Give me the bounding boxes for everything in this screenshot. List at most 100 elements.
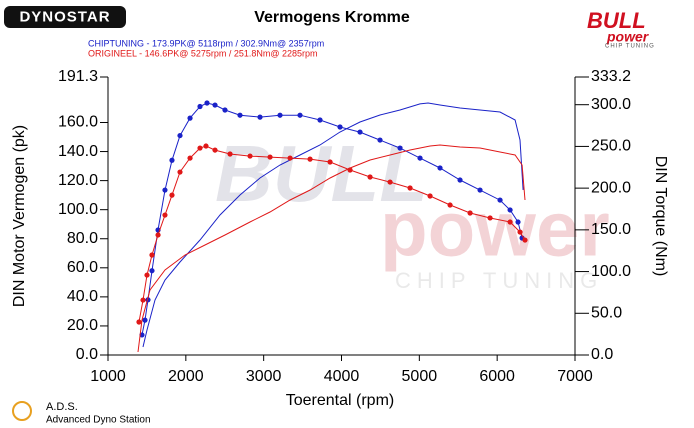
y-tick-label: 160.0 xyxy=(58,114,98,131)
series-marker xyxy=(447,202,453,208)
series-marker xyxy=(337,124,343,130)
series-marker xyxy=(515,219,521,225)
series-marker xyxy=(177,169,183,175)
y-tick-label: 100.0 xyxy=(58,201,98,218)
y2-tick-label: 333.2 xyxy=(591,68,631,85)
x-tick-label: 6000 xyxy=(479,368,515,385)
series-marker xyxy=(212,147,218,153)
y2-tick-label: 100.0 xyxy=(591,263,631,280)
series-marker xyxy=(162,187,168,193)
series-marker xyxy=(522,237,528,243)
y-tick-label: 0.0 xyxy=(76,346,98,363)
series-line xyxy=(142,102,524,348)
series-marker xyxy=(297,112,303,118)
series-marker xyxy=(237,112,243,118)
series-marker xyxy=(287,155,293,161)
x-axis-label: Toerental (rpm) xyxy=(286,392,394,409)
series-marker xyxy=(457,177,463,183)
series-marker xyxy=(203,143,209,149)
x-tick-label: 4000 xyxy=(324,368,360,385)
y-axis-label: DIN Motor Vermogen (pk) xyxy=(11,125,28,307)
series-marker xyxy=(197,145,203,151)
chart-title: Vermogens Kromme xyxy=(254,9,410,26)
y2-tick-label: 200.0 xyxy=(591,179,631,196)
y-tick-label: 191.3 xyxy=(58,68,98,85)
y2-axis-label: DIN Torque (Nm) xyxy=(652,156,669,277)
series-marker xyxy=(367,174,373,180)
y-tick-label: 80.0 xyxy=(67,230,98,247)
series-marker xyxy=(377,137,383,143)
series-marker xyxy=(407,185,413,191)
series-marker xyxy=(467,210,473,216)
y-tick-label: 140.0 xyxy=(58,143,98,160)
series-line xyxy=(137,144,526,353)
series-marker xyxy=(247,153,253,159)
series-marker xyxy=(136,319,142,325)
series-marker xyxy=(507,207,513,213)
brand-tag: CHIP TUNING xyxy=(605,44,655,50)
series-marker xyxy=(169,192,175,198)
x-tick-label: 7000 xyxy=(557,368,593,385)
series-marker xyxy=(144,272,150,278)
series-marker xyxy=(169,157,175,163)
series-marker xyxy=(162,212,168,218)
y-tick-label: 40.0 xyxy=(67,288,98,305)
series-marker xyxy=(257,114,263,120)
series-marker xyxy=(267,154,273,160)
y2-tick-label: 150.0 xyxy=(591,221,631,238)
y-tick-label: 120.0 xyxy=(58,172,98,189)
footer-subtitle: Advanced Dyno Station xyxy=(46,415,151,426)
series-marker xyxy=(212,102,218,108)
series-marker xyxy=(477,187,483,193)
legend-entry: ORIGINEEL - 146.6PK@ 5275rpm / 251.8Nm@ … xyxy=(88,48,318,58)
series-marker xyxy=(149,252,155,258)
brand-name: BULL xyxy=(587,8,646,33)
series-marker xyxy=(140,297,146,303)
y2-tick-label: 50.0 xyxy=(591,305,622,322)
watermark-sub: power xyxy=(380,185,610,273)
series-marker xyxy=(204,100,210,106)
y-tick-label: 60.0 xyxy=(67,259,98,276)
series-marker xyxy=(155,232,161,238)
brand-sub: power xyxy=(606,29,650,45)
y2-tick-label: 300.0 xyxy=(591,96,631,113)
series-marker xyxy=(187,155,193,161)
x-tick-label: 3000 xyxy=(246,368,282,385)
series-marker xyxy=(437,165,443,171)
series-marker xyxy=(497,197,503,203)
series-marker xyxy=(177,132,183,139)
series-marker xyxy=(222,107,228,113)
series-marker xyxy=(517,229,523,235)
series-marker xyxy=(187,115,193,121)
x-tick-label: 1000 xyxy=(90,368,126,385)
series-marker xyxy=(277,112,283,118)
footer-icon xyxy=(12,401,32,421)
logo-box xyxy=(4,6,126,28)
y-tick-label: 20.0 xyxy=(67,317,98,334)
x-tick-label: 2000 xyxy=(168,368,204,385)
watermark-tag: CHIP TUNING xyxy=(395,268,603,293)
series-marker xyxy=(307,156,313,162)
series-marker xyxy=(357,129,363,135)
series-marker xyxy=(149,268,155,274)
series-marker xyxy=(397,145,403,151)
series-marker xyxy=(507,219,513,225)
footer-title: A.D.S. xyxy=(46,401,78,413)
series-line xyxy=(141,102,523,335)
y2-tick-label: 250.0 xyxy=(591,138,631,155)
series-marker xyxy=(317,117,323,123)
series-marker xyxy=(417,155,423,161)
legend-entry: CHIPTUNING - 173.9PK@ 5118rpm / 302.9Nm@… xyxy=(88,38,324,48)
x-tick-label: 5000 xyxy=(402,368,438,385)
y2-tick-label: 0.0 xyxy=(591,346,613,363)
series-marker xyxy=(227,151,233,157)
series-marker xyxy=(487,215,493,221)
series-marker xyxy=(387,179,393,185)
series-marker xyxy=(142,317,148,323)
series-marker xyxy=(197,103,203,110)
logo: DYNOSTAR xyxy=(19,8,110,25)
series-marker xyxy=(327,159,333,165)
series-marker xyxy=(427,193,433,199)
watermark: BULL power CHIP TUNING xyxy=(215,129,610,293)
